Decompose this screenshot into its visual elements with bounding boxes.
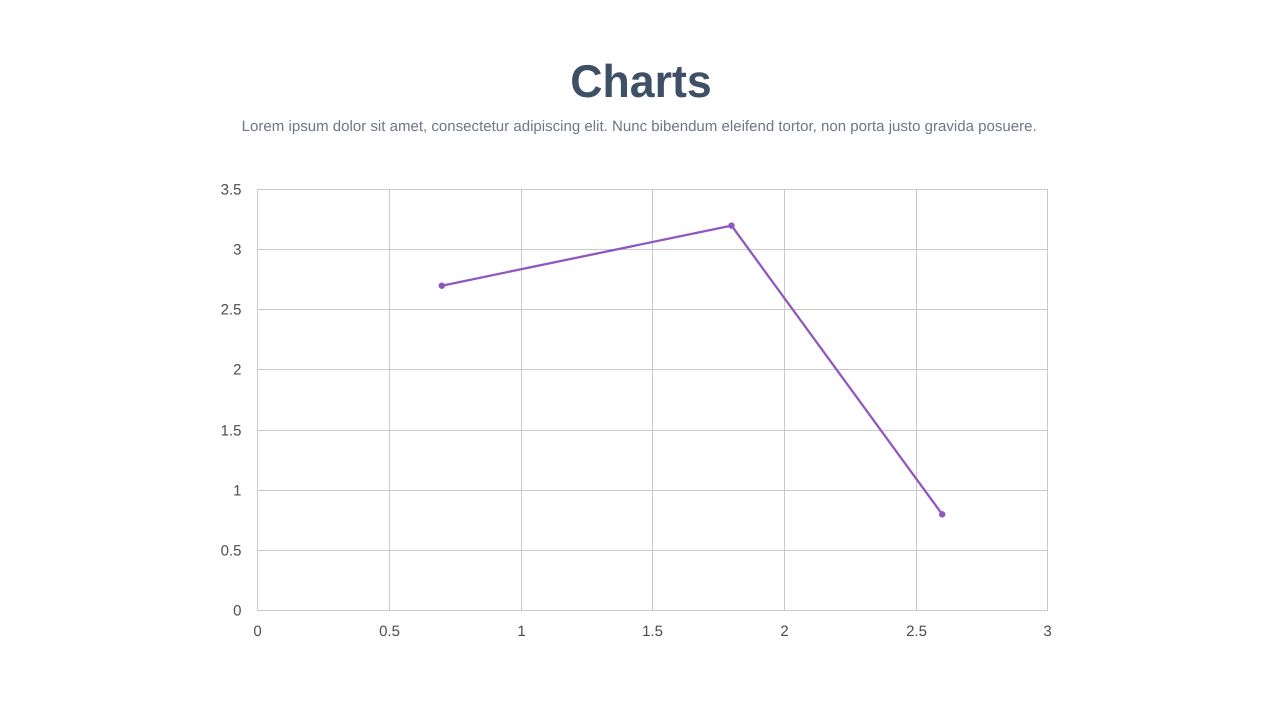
svg-text:1.5: 1.5: [642, 623, 663, 640]
svg-text:2.5: 2.5: [221, 302, 242, 319]
svg-text:3: 3: [233, 242, 241, 259]
svg-text:0: 0: [253, 623, 261, 640]
svg-text:Lorem ipsum dolor sit amet, co: Lorem ipsum dolor sit amet, consectetur …: [242, 118, 1037, 135]
svg-text:3: 3: [1043, 623, 1051, 640]
svg-text:2: 2: [233, 362, 241, 379]
svg-text:3.5: 3.5: [221, 182, 242, 199]
svg-text:1.5: 1.5: [221, 423, 242, 440]
svg-text:2: 2: [780, 623, 788, 640]
svg-text:1: 1: [233, 483, 241, 500]
svg-text:0.5: 0.5: [379, 623, 400, 640]
svg-text:1: 1: [517, 623, 525, 640]
svg-text:Charts: Charts: [570, 55, 711, 107]
svg-text:2.5: 2.5: [906, 623, 927, 640]
svg-text:0: 0: [233, 603, 241, 620]
svg-text:0.5: 0.5: [221, 543, 242, 560]
